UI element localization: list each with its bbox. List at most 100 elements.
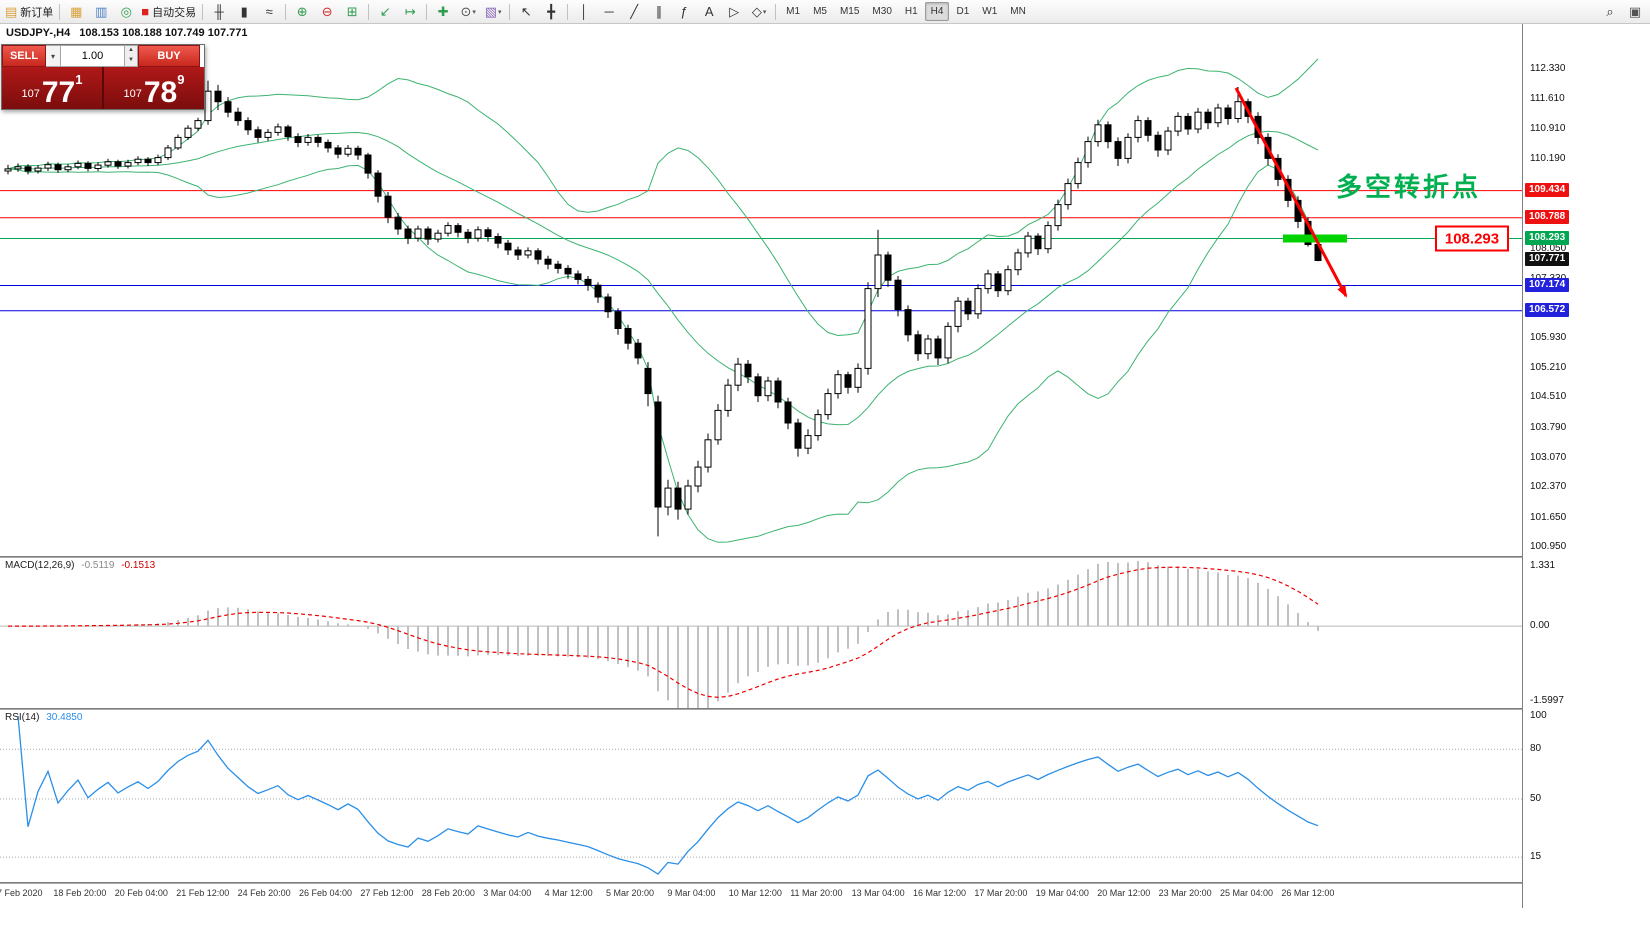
fibonacci-button[interactable]: ƒ <box>672 2 696 22</box>
toolbar: ▤ 新订单 ▦ ▥ ◎ ■ 自动交易 ╫ ▮ ≈ ⊕ ⊖ ⊞ ↙ ↦ ✚ ⊙ ▾ ▧ ▾ ↖ ╋ │ ─ ╱ ∥ ƒ A ▷ ◇ ▾ M1 M5… <box>0 0 1650 24</box>
toolbar-separator <box>567 3 569 20</box>
volume-stepper[interactable]: ▲ ▼ <box>125 45 138 67</box>
channel-button[interactable]: ∥ <box>647 2 671 22</box>
zoom-out-icon: ⊖ <box>321 3 333 19</box>
navigator-icon: ◎ <box>120 3 132 19</box>
zoom-in-icon: ⊕ <box>296 3 308 19</box>
time-label: 13 Mar 04:00 <box>851 888 905 898</box>
chat-button[interactable]: ▣ <box>1623 2 1647 22</box>
timeframe-h4[interactable]: H4 <box>924 2 950 21</box>
price-tick: 105.210 <box>1530 362 1567 373</box>
zoom-in-button[interactable]: ⊕ <box>290 2 314 22</box>
sell-price-box[interactable]: 107 77 1 <box>2 67 102 109</box>
auto-trading-button[interactable]: ■ 自动交易 <box>139 2 198 22</box>
macd-svg <box>0 561 1522 708</box>
panel-separator-main-macd[interactable] <box>0 556 1650 558</box>
toolbar-separator <box>285 3 287 20</box>
sell-price-small: 107 <box>21 88 40 100</box>
auto-trading-icon: ■ <box>141 3 150 19</box>
crosshair-icon: ╋ <box>547 3 556 19</box>
periods-button[interactable]: ⊙ ▾ <box>456 2 480 22</box>
time-label: 21 Feb 12:00 <box>176 888 230 898</box>
cursor-button[interactable]: ↖ <box>514 2 538 22</box>
price-tick: 100 <box>1530 710 1547 721</box>
price-badge: 108.788 <box>1525 209 1570 224</box>
zoom-out-button[interactable]: ⊖ <box>315 2 339 22</box>
stepper-up-icon[interactable]: ▲ <box>125 46 137 56</box>
timeframe-w1[interactable]: W1 <box>982 6 998 17</box>
rsi-svg <box>0 715 1522 875</box>
bar-chart-button[interactable]: ╫ <box>207 2 231 22</box>
candlestick-button[interactable]: ▮ <box>232 2 256 22</box>
time-label: 26 Mar 12:00 <box>1281 888 1335 898</box>
crosshair-button[interactable]: ╋ <box>539 2 563 22</box>
time-label: 3 Mar 04:00 <box>483 888 532 898</box>
line-chart-icon: ≈ <box>265 3 273 19</box>
auto-scroll-button[interactable]: ↙ <box>373 2 397 22</box>
main-chart-svg: 多空转折点 108.293 <box>0 58 1522 543</box>
time-label: 28 Feb 20:00 <box>421 888 475 898</box>
data-window-icon: ▥ <box>95 3 108 19</box>
trade-panel-prices: 107 77 1 107 78 9 <box>2 67 204 109</box>
buy-button[interactable]: BUY <box>138 45 200 67</box>
new-order-button[interactable]: ▤ 新订单 <box>3 2 55 22</box>
timeframe-m1[interactable]: M1 <box>786 6 801 17</box>
search-button[interactable]: ⌕ <box>1598 2 1622 22</box>
timeframe-h1[interactable]: H1 <box>904 6 918 17</box>
shapes-button[interactable]: ◇ ▾ <box>747 2 771 22</box>
toolbar-separator <box>368 3 370 20</box>
vertical-line-button[interactable]: │ <box>572 2 596 22</box>
time-label: 20 Feb 04:00 <box>114 888 168 898</box>
sell-price-big: 77 <box>41 76 76 109</box>
timeframe-mn[interactable]: MN <box>1010 6 1026 17</box>
volume-input[interactable] <box>61 45 125 67</box>
sell-button[interactable]: SELL <box>2 45 46 67</box>
price-axis[interactable]: 112.330111.610110.910110.190108.050107.3… <box>1522 24 1650 908</box>
price-badge: 106.572 <box>1525 302 1570 317</box>
market-watch-button[interactable]: ▦ <box>64 2 88 22</box>
label-button[interactable]: ▷ <box>722 2 746 22</box>
toolbar-separator <box>509 3 511 20</box>
timeframe-d1[interactable]: D1 <box>956 6 970 17</box>
price-tick: 100.950 <box>1530 540 1567 552</box>
dropdown-caret-icon: ▾ <box>472 8 476 16</box>
indicators-button[interactable]: ✚ <box>431 2 455 22</box>
tile-windows-button[interactable]: ⊞ <box>340 2 364 22</box>
price-tick: 103.790 <box>1530 421 1567 433</box>
buy-price-box[interactable]: 107 78 9 <box>104 67 204 109</box>
time-axis[interactable]: 17 Feb 2020 18 Feb 20:00 20 Feb 04:00 21 Fe… <box>0 884 1522 908</box>
price-tick: 103.070 <box>1530 451 1567 463</box>
line-chart-button[interactable]: ≈ <box>257 2 281 22</box>
trendline-icon: ╱ <box>630 3 639 19</box>
timeframe-m30[interactable]: M30 <box>872 6 892 17</box>
main-chart[interactable]: 多空转折点 108.293 USDJPY-,H4 108.153 108.188 … <box>0 24 1522 556</box>
timeframe-m5[interactable]: M5 <box>813 6 827 17</box>
macd-panel[interactable]: MACD(12,26,9) -0.5119 -0.1513 <box>0 558 1522 708</box>
text-button[interactable]: A <box>697 2 721 22</box>
rsi-panel[interactable]: RSI(14) 30.4850 <box>0 710 1522 882</box>
timeframe-m15[interactable]: M15 <box>839 6 860 17</box>
trade-panel-controls: SELL ▾ ▲ ▼ BUY <box>2 45 204 67</box>
price-badge: 108.293 <box>1525 230 1570 245</box>
volume-dropdown-caret-icon[interactable]: ▾ <box>46 45 61 67</box>
cursor-icon: ↖ <box>520 3 532 19</box>
templates-button[interactable]: ▧ ▾ <box>481 2 505 22</box>
stepper-down-icon[interactable]: ▼ <box>125 56 137 66</box>
panel-separator-rsi-dates[interactable] <box>0 882 1650 884</box>
panel-separator-macd-rsi[interactable] <box>0 708 1650 710</box>
tile-windows-icon: ⊞ <box>346 3 358 19</box>
label-icon: ▷ <box>729 3 740 19</box>
time-label: 5 Mar 20:00 <box>606 888 655 898</box>
chart-shift-button[interactable]: ↦ <box>398 2 422 22</box>
macd-label: MACD(12,26,9) -0.5119 -0.1513 <box>5 560 156 571</box>
periods-icon: ⊙ <box>460 3 472 19</box>
navigator-button[interactable]: ◎ <box>114 2 138 22</box>
data-window-button[interactable]: ▥ <box>89 2 113 22</box>
horizontal-line-button[interactable]: ─ <box>597 2 621 22</box>
price-tick: 104.510 <box>1530 391 1567 403</box>
time-label: 27 Feb 12:00 <box>360 888 414 898</box>
time-label: 17 Feb 2020 <box>0 888 43 898</box>
trendline-button[interactable]: ╱ <box>622 2 646 22</box>
price-badge: 107.174 <box>1525 277 1570 292</box>
